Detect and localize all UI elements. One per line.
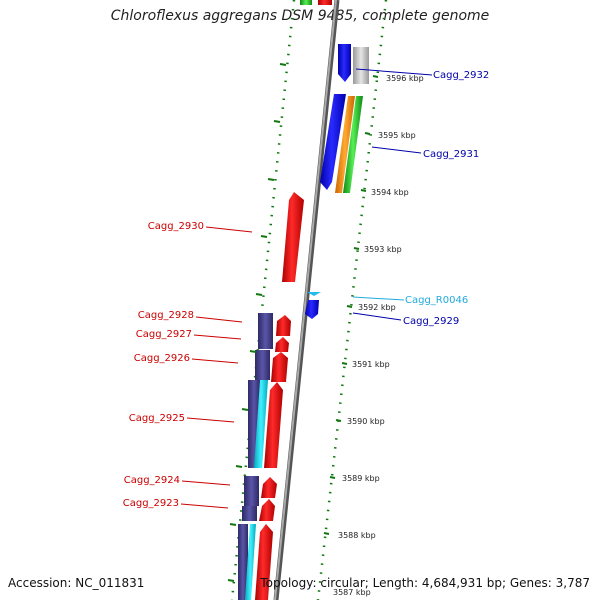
kbp-label: 3590 kbp <box>347 417 385 426</box>
leader-cagg-2925 <box>186 417 235 423</box>
kbp-label: 3593 kbp <box>364 245 402 254</box>
feature-green-top <box>300 0 312 5</box>
gene-cagg-2923-cog[interactable] <box>242 506 257 521</box>
gene-cagg-2932-cog[interactable] <box>353 47 369 84</box>
gene-cagg-2929[interactable] <box>305 300 319 319</box>
gene-cagg-2931[interactable] <box>320 94 346 190</box>
label-cagg-2928[interactable]: Cagg_2928 <box>138 310 194 321</box>
leader-cagg-2926 <box>191 358 239 364</box>
leader-cagg-2923 <box>180 503 229 509</box>
topology-text: Topology: circular; Length: 4,684,931 bp… <box>260 576 590 590</box>
right-gene-labels: Cagg_2932 Cagg_2931 Cagg_R0046 Cagg_2929 <box>352 68 489 327</box>
gene-cagg-2924[interactable] <box>261 477 277 498</box>
kbp-label: 3596 kbp <box>386 74 424 83</box>
kbp-label: 3589 kbp <box>342 474 380 483</box>
gene-cagg-2928[interactable] <box>276 315 291 336</box>
feature-purple-bottom <box>238 524 248 600</box>
gene-cagg-2931-orange[interactable] <box>335 96 355 193</box>
kbp-label: 3595 kbp <box>378 131 416 140</box>
label-cagg-2925[interactable]: Cagg_2925 <box>129 413 185 424</box>
kbp-labels: 3596 kbp 3595 kbp 3594 kbp 3593 kbp 3592… <box>333 74 424 597</box>
gene-cagg-2932[interactable] <box>338 44 351 82</box>
gene-cagg-2923[interactable] <box>259 499 275 521</box>
gene-cagg-2924-cog[interactable] <box>244 476 259 506</box>
label-cagg-2924[interactable]: Cagg_2924 <box>124 475 180 486</box>
feature-red-top <box>318 0 332 5</box>
kbp-label: 3591 kbp <box>352 360 390 369</box>
leader-cagg-2930 <box>205 226 253 233</box>
leader-cagg-2929 <box>352 312 402 321</box>
gene-cagg-2926-cog[interactable] <box>255 350 270 380</box>
gene-cagg-2931-green[interactable] <box>343 96 363 193</box>
kbp-label: 3592 kbp <box>358 303 396 312</box>
kbp-label: 3588 kbp <box>338 531 376 540</box>
gene-cagg-2928-cog[interactable] <box>258 313 273 349</box>
accession-text: Accession: NC_011831 <box>8 576 145 590</box>
label-cagg-2930[interactable]: Cagg_2930 <box>148 221 204 232</box>
label-cagg-2929[interactable]: Cagg_2929 <box>403 316 459 327</box>
label-cagg-2926[interactable]: Cagg_2926 <box>134 353 190 364</box>
leader-cagg-2932 <box>355 68 433 76</box>
feature-cyan-bottom <box>245 524 256 600</box>
inner-ticks <box>227 63 287 582</box>
label-cagg-r0046[interactable]: Cagg_R0046 <box>405 295 468 306</box>
gene-cagg-2930[interactable] <box>282 192 304 282</box>
label-cagg-2927[interactable]: Cagg_2927 <box>136 329 192 340</box>
label-cagg-2932[interactable]: Cagg_2932 <box>433 70 489 81</box>
leader-cagg-2927 <box>193 334 242 340</box>
leader-cagg-2928 <box>195 316 243 323</box>
outer-ticks <box>323 75 379 535</box>
kbp-label: 3587 kbp <box>333 588 371 597</box>
left-gene-labels: Cagg_2930 Cagg_2928 Cagg_2927 Cagg_2926 … <box>123 221 253 509</box>
feature-red-bottom <box>255 524 273 600</box>
leader-cagg-r0046 <box>352 296 405 301</box>
label-cagg-2923[interactable]: Cagg_2923 <box>123 498 179 509</box>
kbp-label: 3594 kbp <box>371 188 409 197</box>
gene-cagg-2926[interactable] <box>271 352 288 382</box>
leader-cagg-2924 <box>181 480 231 486</box>
label-cagg-2931[interactable]: Cagg_2931 <box>423 149 479 160</box>
leader-cagg-2931 <box>371 146 422 154</box>
map-title: Chloroflexus aggregans DSM 9485, complet… <box>110 8 490 24</box>
backbone-highlight <box>274 0 337 600</box>
gene-cagg-2927[interactable] <box>275 337 289 352</box>
gene-cagg-2925[interactable] <box>264 382 283 468</box>
gene-cagg-r0046[interactable] <box>307 292 321 296</box>
gene-cagg-2925-cyan[interactable] <box>254 380 268 468</box>
